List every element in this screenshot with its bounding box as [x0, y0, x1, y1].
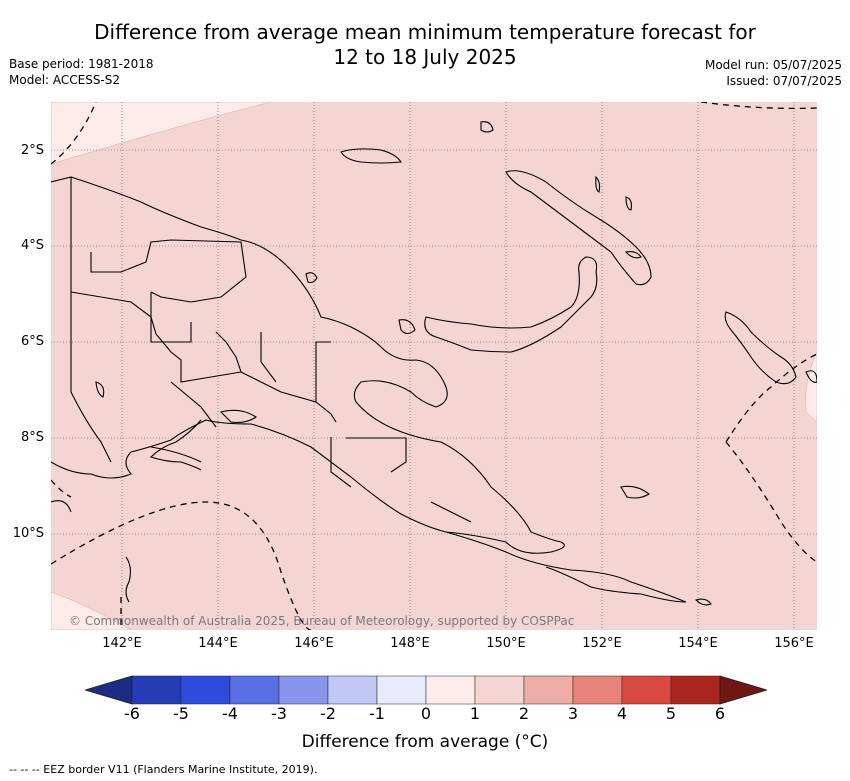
lat-tick: 8°S [20, 430, 44, 445]
map-svg [51, 102, 817, 630]
colorbar-swatch [180, 675, 231, 705]
colorbar-tick: -1 [369, 704, 385, 723]
lon-tick: 150°E [486, 636, 526, 651]
colorbar-tick: -6 [124, 704, 140, 723]
light-zone-northwest [51, 102, 272, 165]
base-period: Base period: 1981-2018 [9, 57, 154, 71]
colorbar-swatch [131, 675, 182, 705]
page-title: Difference from average mean minimum tem… [0, 20, 850, 70]
colorbar-swatch [523, 675, 574, 705]
colorbar-arrow-low [83, 675, 133, 705]
colorbar-swatch [572, 675, 623, 705]
model-run: Model run: 05/07/2025 [704, 58, 842, 72]
colorbar-arrow-high [719, 675, 769, 705]
coastline [51, 121, 817, 606]
colorbar-swatch [229, 675, 280, 705]
colorbar-tick: -4 [222, 704, 238, 723]
light-zone-southwest [51, 591, 132, 630]
lat-tick: 2°S [20, 143, 44, 158]
lon-tick: 142°E [102, 636, 142, 651]
colorbar-swatch [621, 675, 672, 705]
meta-left: Base period: 1981-2018 Model: ACCESS-S2 [9, 56, 154, 88]
colorbar-swatch [474, 675, 525, 705]
colorbar-tick: 3 [567, 704, 579, 723]
colorbar-tick: 6 [714, 704, 726, 723]
copyright-notice: © Commonwealth of Australia 2025, Bureau… [69, 614, 575, 628]
graticule [51, 102, 817, 630]
meta-right: Model run: 05/07/2025 Issued: 07/07/2025 [705, 57, 842, 89]
lon-tick: 156°E [774, 636, 814, 651]
lon-tick: 152°E [582, 636, 622, 651]
lon-tick: 146°E [294, 636, 334, 651]
lon-tick: 144°E [198, 636, 238, 651]
eez-border [51, 102, 817, 630]
colorbar-svg [83, 675, 769, 705]
title-line-2: 12 to 18 July 2025 [333, 45, 517, 69]
lat-tick: 10°S [12, 526, 44, 541]
lat-tick: 4°S [20, 238, 44, 253]
anomaly-field [51, 102, 817, 630]
map-panel [51, 102, 817, 630]
colorbar-tick: 2 [518, 704, 530, 723]
colorbar-swatch [278, 675, 329, 705]
colorbar-tick: 5 [665, 704, 677, 723]
lat-tick: 6°S [20, 334, 44, 349]
colorbar [83, 675, 769, 705]
colorbar-swatch [425, 675, 476, 705]
colorbar-label: Difference from average (°C) [301, 732, 549, 752]
colorbar-tick: -3 [271, 704, 287, 723]
colorbar-swatch [327, 675, 378, 705]
colorbar-swatch [670, 675, 721, 705]
colorbar-tick: -2 [320, 704, 336, 723]
title-line-1: Difference from average mean minimum tem… [94, 20, 756, 44]
issued-date: Issued: 07/07/2025 [726, 74, 842, 88]
model-name: Model: ACCESS-S2 [9, 73, 121, 87]
colorbar-tick: 0 [420, 704, 432, 723]
lon-tick: 148°E [390, 636, 430, 651]
lon-tick: 154°E [678, 636, 718, 651]
eez-legend: -- -- -- EEZ border V11 (Flanders Marine… [9, 763, 318, 776]
colorbar-tick: 1 [469, 704, 481, 723]
colorbar-tick: -5 [173, 704, 189, 723]
colorbar-swatch [376, 675, 427, 705]
light-zone-east [805, 351, 817, 423]
colorbar-tick: 4 [616, 704, 628, 723]
